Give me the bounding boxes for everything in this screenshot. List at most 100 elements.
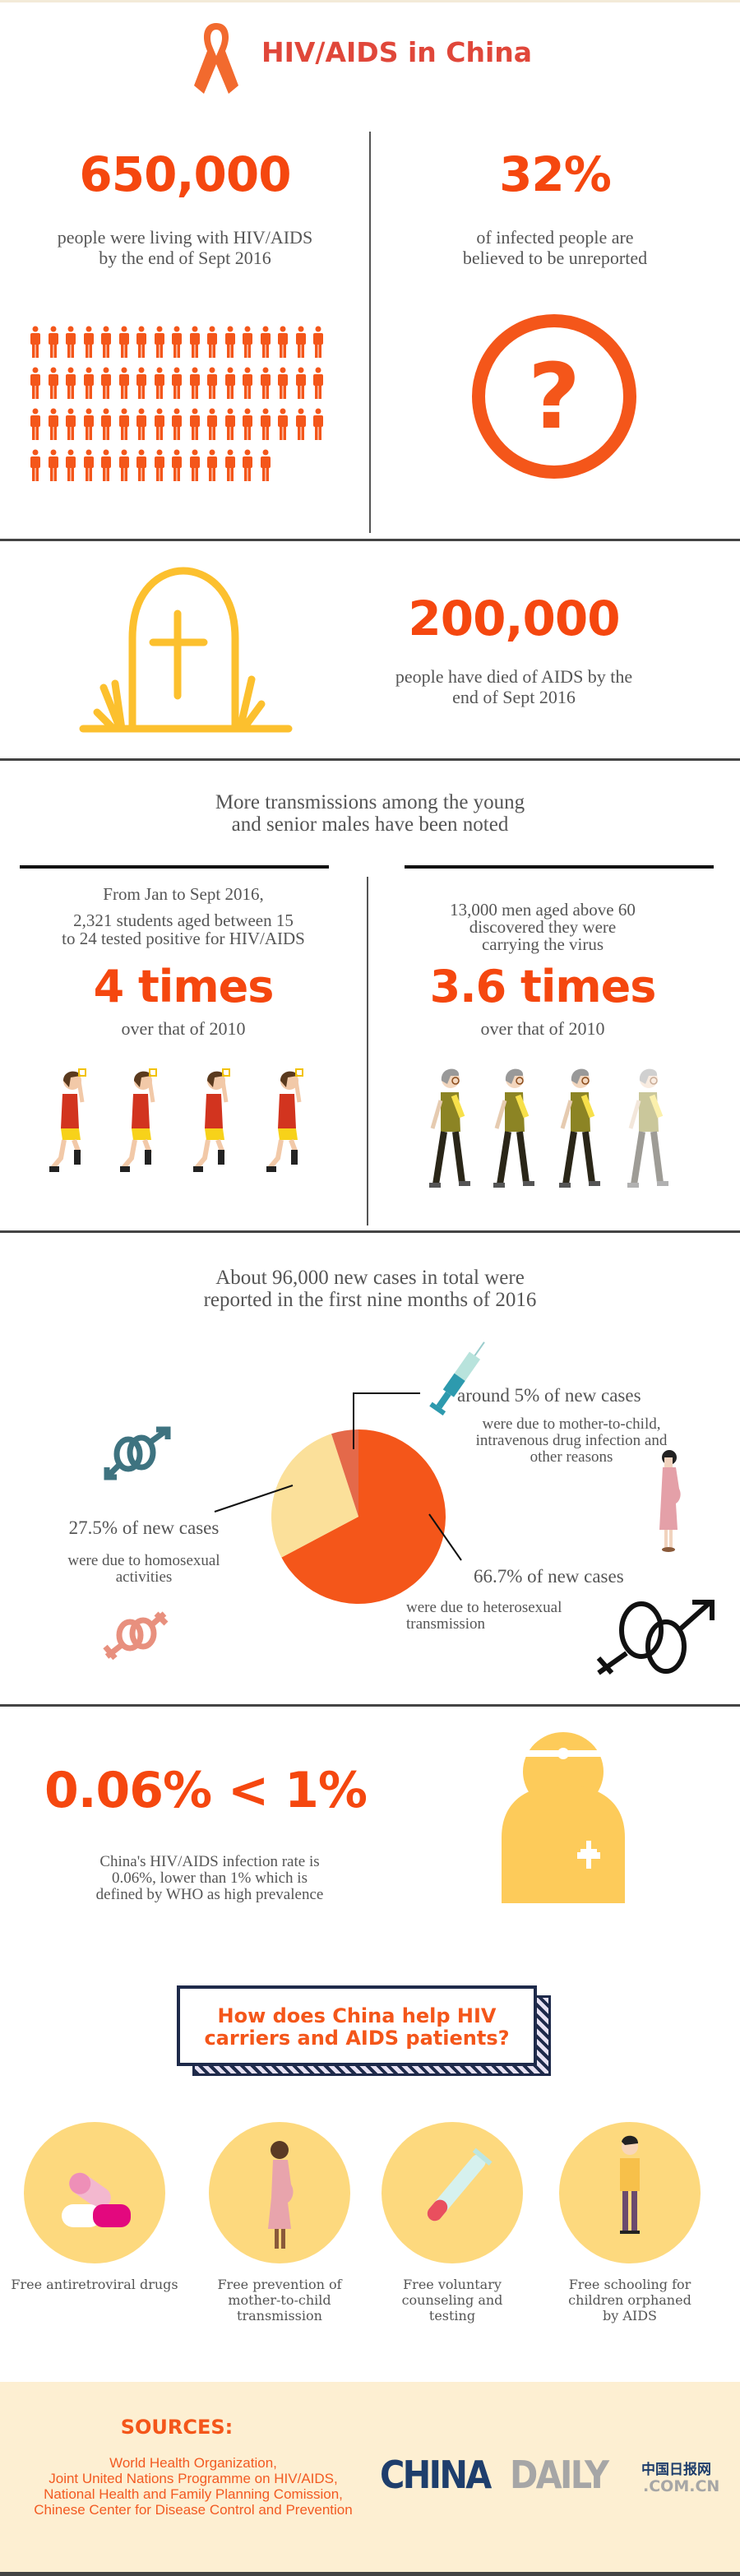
person-icon (295, 367, 306, 399)
person-icon (207, 449, 217, 481)
source-item: Chinese Center for Disease Control and P… (34, 2502, 353, 2518)
person-icon (66, 408, 76, 440)
pregnant-woman-icon (268, 2141, 294, 2249)
logo-china: CHINA (380, 2453, 492, 2497)
person-icon (48, 408, 58, 440)
pie-slice-1 (271, 1434, 358, 1558)
person-icon (118, 449, 129, 481)
person-icon (118, 326, 129, 358)
caption-line: believed to be unreported (462, 248, 648, 268)
person-icon (295, 326, 306, 358)
person-icon (83, 408, 94, 440)
help-item-illustration (209, 2122, 350, 2263)
sources-panel (0, 2382, 740, 2574)
person-icon (278, 326, 288, 358)
person-icon (278, 408, 288, 440)
running-student-icon (193, 1068, 230, 1172)
person-icon (207, 408, 217, 440)
person-icon (48, 326, 58, 358)
help-item-label: Free schooling for children orphaned by AI… (538, 2277, 722, 2323)
text-line: carrying the virus (481, 934, 604, 954)
caption-line: people were living with HIV/AIDS (57, 227, 313, 248)
text-line: China's HIV/AIDS infection rate is (99, 1853, 320, 1870)
text-line: activities (115, 1568, 173, 1586)
person-icon (313, 367, 323, 399)
senior-caption: over that of 2010 (480, 1018, 605, 1039)
person-icon (189, 408, 200, 440)
text-line: were due to heterosexual (406, 1599, 562, 1616)
deaths-caption: people have died of AIDS by the end of Se… (329, 666, 699, 707)
label-line: children orphaned (568, 2292, 691, 2308)
help-item-illustration (559, 2122, 701, 2263)
logo-domain: .COM.CN (643, 2477, 720, 2495)
test-tube-icon (427, 2147, 493, 2222)
person-icon (154, 326, 164, 358)
text-line: were due to mother-to-child, (482, 1415, 661, 1433)
young-figures (0, 1068, 367, 1184)
help-item-illustration (382, 2122, 523, 2263)
person-icon (260, 408, 271, 440)
pills-icon (62, 2172, 131, 2227)
transmissions-heading: More transmissions among the young and se… (0, 791, 740, 836)
person-icon (224, 367, 235, 399)
leader-line-hetero (428, 1513, 462, 1561)
sources-title: SOURCES: (120, 2416, 234, 2439)
person-icon (243, 367, 252, 399)
running-student-icon (266, 1068, 303, 1172)
section-divider (0, 539, 740, 541)
person-icon (30, 326, 40, 358)
unreported-caption: of infected people are believed to be unr… (370, 227, 740, 268)
person-icon (172, 408, 182, 440)
new-cases-heading: About 96,000 new cases in total were repo… (0, 1267, 740, 1311)
male-male-symbol-icon (104, 1426, 171, 1480)
person-icon (101, 326, 111, 358)
label-line: by AIDS (602, 2308, 658, 2323)
person-icon (101, 367, 111, 399)
pie-slice-0 (281, 1429, 446, 1605)
person-icon (66, 449, 76, 481)
person-icon (66, 367, 76, 399)
person-icon (154, 449, 164, 481)
young-caption: over that of 2010 (121, 1018, 246, 1039)
senior-man-icon (429, 1068, 470, 1188)
hetero-description: were due to heterosexual transmission (406, 1600, 562, 1633)
person-icon (136, 367, 146, 399)
other-label: around 5% of new cases (457, 1385, 641, 1406)
help-item-label: Free voluntary counseling and testing (360, 2277, 544, 2323)
unreported-number: 32% (499, 146, 612, 202)
person-icon (30, 367, 40, 399)
label-line: testing (428, 2308, 476, 2323)
senior-man-icon (493, 1068, 534, 1188)
person-icon (154, 408, 164, 440)
person-icon (313, 326, 323, 358)
text-line: defined by WHO as high prevalence (95, 1886, 324, 1903)
leader-line-other (353, 1392, 420, 1449)
text-line: 13,000 men aged above 60 (450, 900, 636, 920)
section-divider (0, 1230, 740, 1233)
person-icon (118, 408, 129, 440)
person-icon (30, 449, 40, 481)
text-line: discovered they were (469, 917, 617, 937)
person-icon (83, 449, 94, 481)
person-icon (172, 326, 182, 358)
living-caption: people were living with HIV/AIDS by the e… (0, 227, 370, 268)
hetero-label: 66.7% of new cases (474, 1566, 624, 1587)
person-icon (260, 367, 271, 399)
question-circle-icon: ? (472, 314, 636, 479)
person-icon (243, 408, 252, 440)
person-icon (172, 449, 182, 481)
help-title-box: How does China help HIV carriers and AIDS… (177, 1985, 537, 2066)
person-icon (207, 326, 217, 358)
left-rule (20, 865, 329, 869)
text-line: intravenous drug infection and (475, 1432, 668, 1449)
logo-chinese: 中国日报网 (641, 2462, 711, 2478)
person-icon (189, 367, 200, 399)
heading-line: reported in the first nine months of 201… (203, 1289, 537, 1311)
text-line: 0.06%, lower than 1% which is (112, 1869, 308, 1887)
young-description: From Jan to Sept 2016, 2,321 students ag… (0, 885, 367, 947)
person-icon (172, 367, 182, 399)
person-icon (207, 367, 217, 399)
source-item: National Health and Family Planning Comi… (44, 2486, 343, 2502)
person-icon (83, 326, 94, 358)
